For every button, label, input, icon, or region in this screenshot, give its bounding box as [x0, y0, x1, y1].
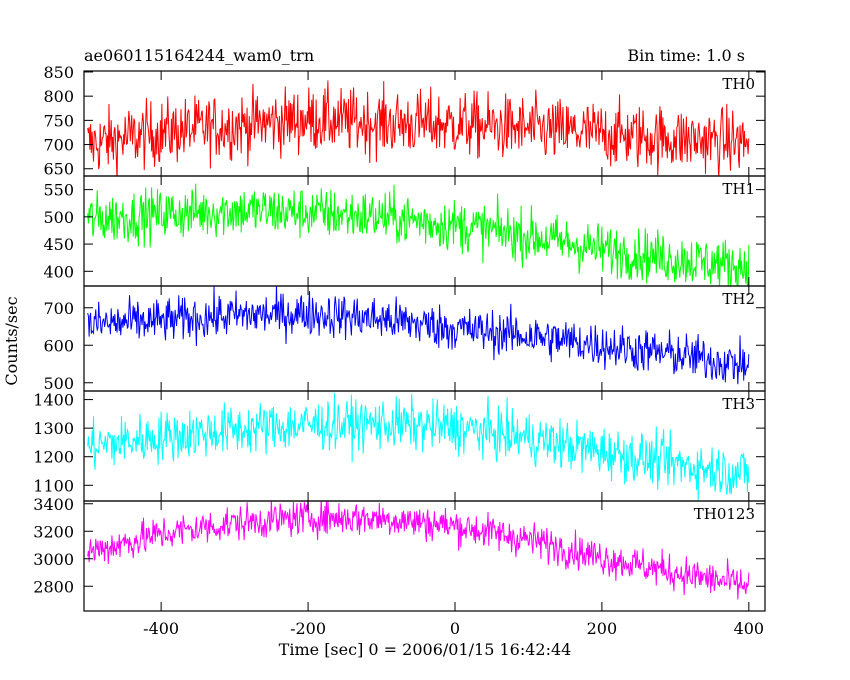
y-tick-label: 450: [43, 235, 74, 254]
series-line-th0: [87, 80, 750, 176]
y-tick-label: 1400: [33, 391, 74, 410]
panel-th0: 650 700 750 800 850 TH0: [43, 63, 766, 179]
y-axis-label: Counts/sec: [2, 296, 21, 385]
x-tick-label: -400: [143, 619, 179, 638]
chart-title: ae060115164244_wam0_trn: [84, 46, 314, 65]
x-tick-label: 200: [587, 619, 618, 638]
y-tick-label: 850: [43, 63, 74, 82]
y-tick-label: 400: [43, 262, 74, 281]
panels-group: 650 700 750 800 850 TH0 400 450 500 550 TH1 500 600 7…: [33, 63, 766, 638]
y-tick-label: 700: [43, 136, 74, 155]
y-tick-label: 1300: [33, 419, 74, 438]
x-tick-label: 400: [734, 619, 765, 638]
panel-label-th0123: TH0123: [694, 505, 755, 523]
y-tick-label: 3200: [33, 522, 74, 541]
y-tick-label: 500: [43, 208, 74, 227]
panel-label-th1: TH1: [722, 180, 755, 198]
y-tick-label: 700: [43, 299, 74, 318]
bin-time-label: Bin time: 1.0 s: [627, 46, 745, 65]
y-tick-label: 750: [43, 111, 74, 130]
y-tick-label: 650: [43, 160, 74, 179]
y-tick-label: 800: [43, 87, 74, 106]
y-tick-label: 500: [43, 374, 74, 393]
panel-frame: [83, 500, 766, 612]
y-tick-label: 2800: [33, 577, 74, 596]
panel-frame: [83, 390, 766, 502]
series-line-th2: [87, 286, 750, 385]
y-tick-label: 3000: [33, 550, 74, 569]
y-tick-label: 600: [43, 336, 74, 355]
panel-label-th0: TH0: [722, 75, 755, 93]
y-tick-label: 1200: [33, 448, 74, 467]
x-tick-label: 0: [450, 619, 460, 638]
panel-th2: 500 600 700 TH2: [43, 285, 766, 393]
panel-label-th3: TH3: [722, 395, 755, 413]
y-tick-label: 550: [43, 181, 74, 200]
panel-th0123: 2800 3000 3200 3400 TH0123: [33, 495, 766, 612]
panel-label-th2: TH2: [722, 290, 755, 308]
series-line-th1: [87, 183, 750, 286]
series-line-th0123: [87, 501, 750, 600]
x-axis-label: Time [sec] 0 = 2006/01/15 16:42:44: [279, 640, 572, 659]
panel-frame: [83, 285, 766, 392]
y-tick-label: 3400: [33, 495, 74, 514]
x-tick-label: -200: [290, 619, 326, 638]
y-tick-label: 1100: [33, 476, 74, 495]
panel-frame: [83, 175, 766, 287]
series-line-th3: [87, 392, 750, 501]
panel-th1: 400 450 500 550 TH1: [43, 175, 766, 287]
panel-th3: 1100 1200 1300 1400 TH3: [33, 390, 766, 502]
